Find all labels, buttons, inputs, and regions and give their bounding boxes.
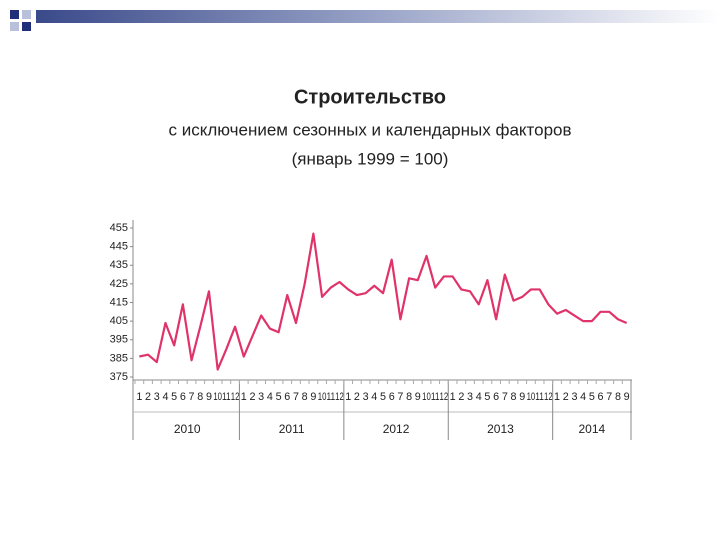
y-tick-label: 415 (110, 296, 128, 308)
x-tick-label: 6 (389, 391, 395, 403)
x-tick-label: 3 (258, 391, 264, 403)
x-tick-label: 8 (302, 391, 308, 403)
x-tick-label: 3 (363, 391, 369, 403)
x-tick-label: 5 (589, 391, 595, 403)
x-tick-label: 9 (415, 391, 421, 403)
x-tick-label: 8 (406, 391, 412, 403)
x-tick-label: 9 (624, 391, 630, 403)
chart-title: Строительство (294, 86, 446, 108)
x-tick-label: 7 (606, 391, 612, 403)
x-tick-label: 4 (580, 391, 586, 403)
y-tick-label: 435 (110, 259, 128, 271)
x-tick-label: 2 (249, 391, 255, 403)
x-tick-label: 11 (535, 391, 544, 403)
y-tick-label: 445 (110, 241, 128, 253)
y-tick-label: 405 (110, 315, 128, 327)
x-tick-label: 12 (544, 391, 553, 403)
chart-subtitle: с исключением сезонных и календарных фак… (168, 120, 571, 139)
x-tick-label: 2 (145, 391, 151, 403)
x-tick-label: 12 (231, 391, 240, 403)
x-tick-label: 1 (554, 391, 560, 403)
x-tick-label: 1 (136, 391, 142, 403)
x-tick-label: 4 (476, 391, 482, 403)
year-label: 2013 (487, 422, 514, 436)
x-tick-label: 9 (310, 391, 316, 403)
year-label: 2010 (174, 422, 201, 436)
x-tick-label: 2 (563, 391, 569, 403)
x-tick-label: 10 (527, 391, 536, 403)
x-tick-label: 3 (467, 391, 473, 403)
data-line (139, 232, 628, 371)
x-tick-label: 6 (598, 391, 604, 403)
y-tick-label: 375 (110, 371, 128, 383)
x-tick-label: 7 (189, 391, 195, 403)
x-tick-label: 5 (171, 391, 177, 403)
x-tick-label: 1 (450, 391, 456, 403)
x-tick-label: 8 (197, 391, 203, 403)
x-tick-label: 5 (484, 391, 490, 403)
x-tick-label: 7 (502, 391, 508, 403)
x-tick-label: 1 (241, 391, 247, 403)
x-tick-label: 7 (397, 391, 403, 403)
x-tick-label: 10 (422, 391, 431, 403)
x-tick-label: 11 (431, 391, 440, 403)
x-tick-label: 3 (154, 391, 160, 403)
x-tick-label: 6 (180, 391, 186, 403)
x-tick-label: 8 (615, 391, 621, 403)
x-tick-label: 10 (213, 391, 222, 403)
x-tick-label: 2 (354, 391, 360, 403)
x-tick-label: 6 (284, 391, 290, 403)
y-tick-label: 385 (110, 352, 128, 364)
year-label: 2012 (383, 422, 410, 436)
x-tick-label: 9 (519, 391, 525, 403)
x-tick-label: 6 (493, 391, 499, 403)
x-tick-label: 4 (162, 391, 168, 403)
x-tick-label: 10 (318, 391, 327, 403)
slide-decoration (10, 10, 720, 31)
x-tick-label: 11 (222, 391, 231, 403)
x-tick-label: 5 (276, 391, 282, 403)
x-tick-label: 12 (440, 391, 449, 403)
x-tick-label: 3 (571, 391, 577, 403)
chart-note: (январь 1999 = 100) (292, 149, 449, 168)
x-tick-label: 1 (345, 391, 351, 403)
year-label: 2014 (578, 422, 605, 436)
y-tick-label: 455 (110, 222, 128, 234)
x-tick-label: 9 (206, 391, 212, 403)
x-tick-label: 11 (326, 391, 335, 403)
y-tick-label: 425 (110, 278, 128, 290)
x-tick-label: 4 (371, 391, 377, 403)
year-label: 2011 (279, 422, 305, 436)
x-tick-label: 7 (293, 391, 299, 403)
y-tick-label: 395 (110, 334, 128, 346)
x-tick-label: 2 (458, 391, 464, 403)
x-tick-label: 5 (380, 391, 386, 403)
x-tick-label: 4 (267, 391, 273, 403)
x-tick-label: 12 (335, 391, 344, 403)
x-tick-label: 8 (511, 391, 517, 403)
